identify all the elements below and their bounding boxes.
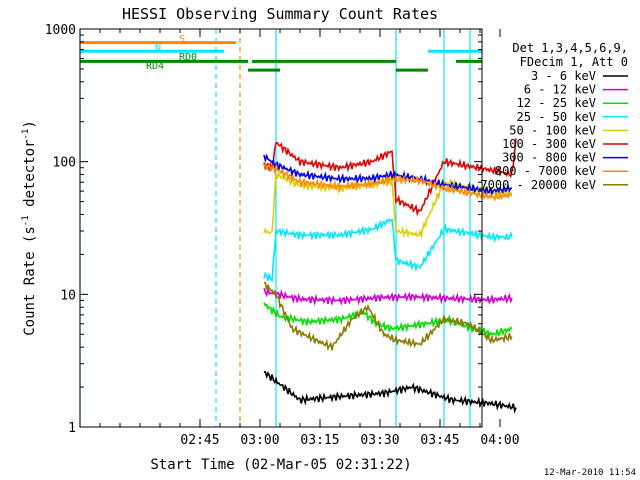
y-axis-label-end: )	[22, 120, 38, 128]
plot-frame	[79, 28, 483, 428]
x-axis-label: Start Time (02-Mar-05 02:31:22)	[150, 457, 411, 473]
x-tick-label-0: 02:45	[180, 433, 219, 448]
plot-area: S N RD0 RD4	[79, 29, 517, 427]
series-line-1-seg-0	[263, 286, 513, 307]
x-axis-ticks: 02:45 03:00 03:15 03:30 03:45 04:00	[99, 29, 520, 448]
series-line-8-seg-0	[263, 281, 513, 352]
flag-label-n: N	[155, 43, 161, 54]
legend-label-7: 800 - 7000 keV	[495, 164, 596, 178]
series-line-0-seg-0	[263, 370, 517, 414]
y-axis-label: Count Rate (s-1 detector-1)	[21, 120, 38, 336]
x-tick-label-4: 03:45	[420, 433, 459, 448]
y-tick-label-0: 1	[68, 421, 76, 436]
y-tick-label-2: 100	[53, 156, 76, 171]
y-tick-label-3: 1000	[45, 23, 76, 38]
flag-label-rd4: RD4	[146, 61, 164, 72]
legend-label-1: 6 - 12 keV	[524, 83, 596, 97]
legend: Det 1,3,4,5,6,9, FDecim 1, Att 0 3 - 6 k…	[480, 41, 628, 192]
y-axis-ticks: 1 10 100 1000	[45, 23, 482, 436]
series-line-2-seg-0	[263, 302, 513, 339]
y-tick-label-1: 10	[60, 288, 76, 303]
y-axis-label-sup-1: -1	[21, 215, 31, 226]
x-tick-label-5: 04:00	[480, 433, 519, 448]
legend-label-8: 7000 - 20000 keV	[480, 178, 596, 192]
series-line-5-seg-0	[263, 138, 517, 217]
y-axis-label-mid: detector	[22, 140, 38, 216]
timestamp-label: 12-Mar-2010 11:54	[544, 468, 636, 478]
series-line-7-seg-0	[263, 161, 512, 202]
series-line-3-seg-0	[263, 217, 513, 283]
legend-label-3: 25 - 50 keV	[517, 110, 596, 124]
x-tick-label-2: 03:15	[300, 433, 339, 448]
x-tick-label-1: 03:00	[240, 433, 279, 448]
legend-header-line-2: FDecim 1, Att 0	[520, 55, 628, 69]
legend-label-4: 50 - 100 keV	[509, 123, 596, 137]
series-line-6-seg-0	[263, 153, 513, 197]
legend-header-line-1: Det 1,3,4,5,6,9,	[512, 41, 628, 55]
legend-label-2: 12 - 25 keV	[517, 96, 596, 110]
legend-label-6: 300 - 800 keV	[502, 151, 596, 165]
chart-title: HESSI Observing Summary Count Rates	[122, 5, 438, 23]
flag-label-rd0: RD0	[179, 52, 197, 63]
legend-label-0: 3 - 6 keV	[531, 69, 596, 83]
flag-label-s: S	[179, 34, 185, 45]
x-tick-label-3: 03:30	[360, 433, 399, 448]
y-axis-label-sup-2: -1	[21, 129, 31, 140]
y-axis-label-main: Count Rate (s	[22, 226, 38, 336]
legend-label-5: 100 - 300 keV	[502, 137, 596, 151]
